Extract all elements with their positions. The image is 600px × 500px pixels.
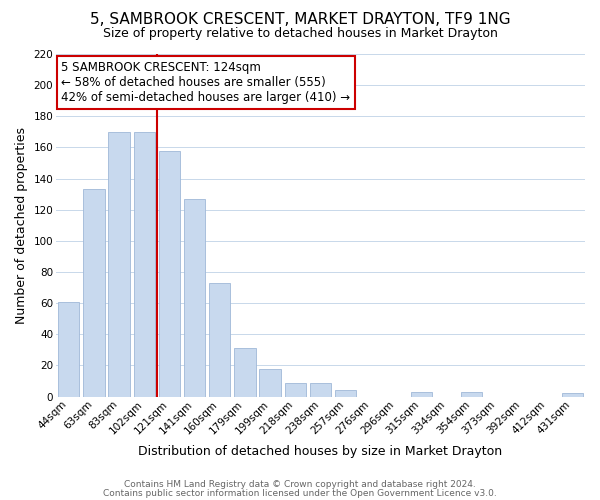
Bar — [58, 302, 79, 396]
Text: 5 SAMBROOK CRESCENT: 124sqm
← 58% of detached houses are smaller (555)
42% of se: 5 SAMBROOK CRESCENT: 124sqm ← 58% of det… — [61, 61, 350, 104]
X-axis label: Distribution of detached houses by size in Market Drayton: Distribution of detached houses by size … — [139, 444, 503, 458]
Bar — [335, 390, 356, 396]
Bar — [209, 283, 230, 397]
Y-axis label: Number of detached properties: Number of detached properties — [15, 127, 28, 324]
Bar — [234, 348, 256, 397]
Text: Size of property relative to detached houses in Market Drayton: Size of property relative to detached ho… — [103, 28, 497, 40]
Bar — [461, 392, 482, 396]
Bar — [109, 132, 130, 396]
Bar — [562, 394, 583, 396]
Bar — [310, 382, 331, 396]
Text: Contains public sector information licensed under the Open Government Licence v3: Contains public sector information licen… — [103, 488, 497, 498]
Bar — [259, 368, 281, 396]
Bar — [284, 382, 306, 396]
Bar — [410, 392, 432, 396]
Bar — [134, 132, 155, 396]
Bar — [159, 150, 180, 396]
Text: 5, SAMBROOK CRESCENT, MARKET DRAYTON, TF9 1NG: 5, SAMBROOK CRESCENT, MARKET DRAYTON, TF… — [89, 12, 511, 28]
Bar — [83, 190, 104, 396]
Bar — [184, 199, 205, 396]
Text: Contains HM Land Registry data © Crown copyright and database right 2024.: Contains HM Land Registry data © Crown c… — [124, 480, 476, 489]
